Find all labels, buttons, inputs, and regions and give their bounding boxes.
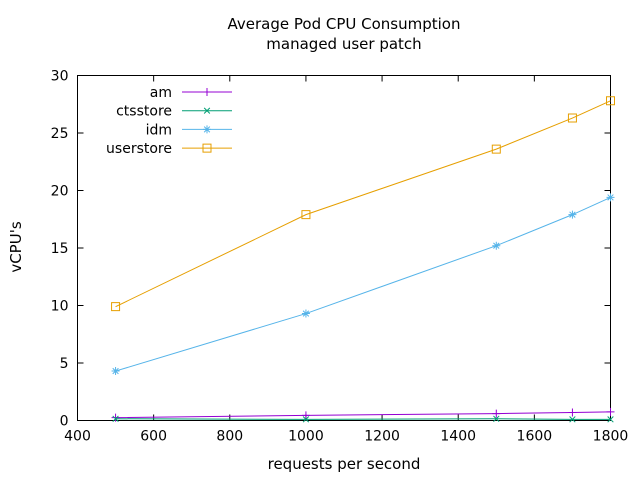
y-tick-label: 0 [60,414,69,430]
data-point-am [492,409,501,418]
data-point-ctsstore [607,416,614,423]
data-point-ctsstore [302,416,310,423]
data-point-ctsstore [493,415,500,422]
series-line-idm [115,196,611,372]
data-point-idm [111,367,120,376]
legend-label-am: am [150,85,172,101]
data-point-am [111,413,120,422]
data-point-ctsstore [569,416,576,423]
data-point-userstore [606,96,615,106]
chart-title: Average Pod CPU Consumption [227,15,461,33]
y-tick-label: 15 [51,241,69,257]
legend-marker-ctsstore [203,107,211,114]
data-point-idm [492,241,501,250]
series-line-am [115,411,611,419]
y-tick-label: 5 [60,356,69,372]
legend-marker-userstore [202,143,212,153]
legend-label-idm: idm [146,122,172,138]
series-line-ctsstore [115,418,611,420]
x-tick-label: 600 [140,429,167,445]
x-tick-label: 1400 [440,429,476,445]
y-tick-label: 25 [51,126,69,142]
x-tick-label: 1200 [364,429,400,445]
data-point-idm [568,210,577,219]
data-point-userstore [301,210,311,220]
x-tick-label: 800 [216,429,243,445]
y-axis-label: vCPU's [7,221,25,273]
x-tick-label: 400 [64,429,91,445]
legend-label-ctsstore: ctsstore [116,104,172,120]
y-tick-label: 20 [51,184,69,200]
data-point-idm [301,309,310,318]
legend-marker-idm [203,125,211,134]
chart-subtitle: managed user patch [266,35,422,53]
series-line-userstore [115,100,611,308]
x-tick-label: 1000 [288,429,324,445]
x-tick-label: 1600 [517,429,553,445]
data-point-userstore [567,113,577,123]
x-axis-label: requests per second [267,455,421,473]
y-tick-label: 10 [51,299,69,315]
data-point-userstore [111,302,121,312]
data-point-am [568,408,577,417]
legend-marker-am [203,88,211,96]
data-point-am [606,407,615,416]
y-tick-label: 30 [51,69,69,85]
x-tick-label: 1800 [593,429,629,445]
data-point-am [301,411,310,420]
legend-label-userstore: userstore [106,141,172,157]
data-point-userstore [491,144,501,154]
data-point-ctsstore [112,415,119,422]
data-point-idm [606,193,615,202]
